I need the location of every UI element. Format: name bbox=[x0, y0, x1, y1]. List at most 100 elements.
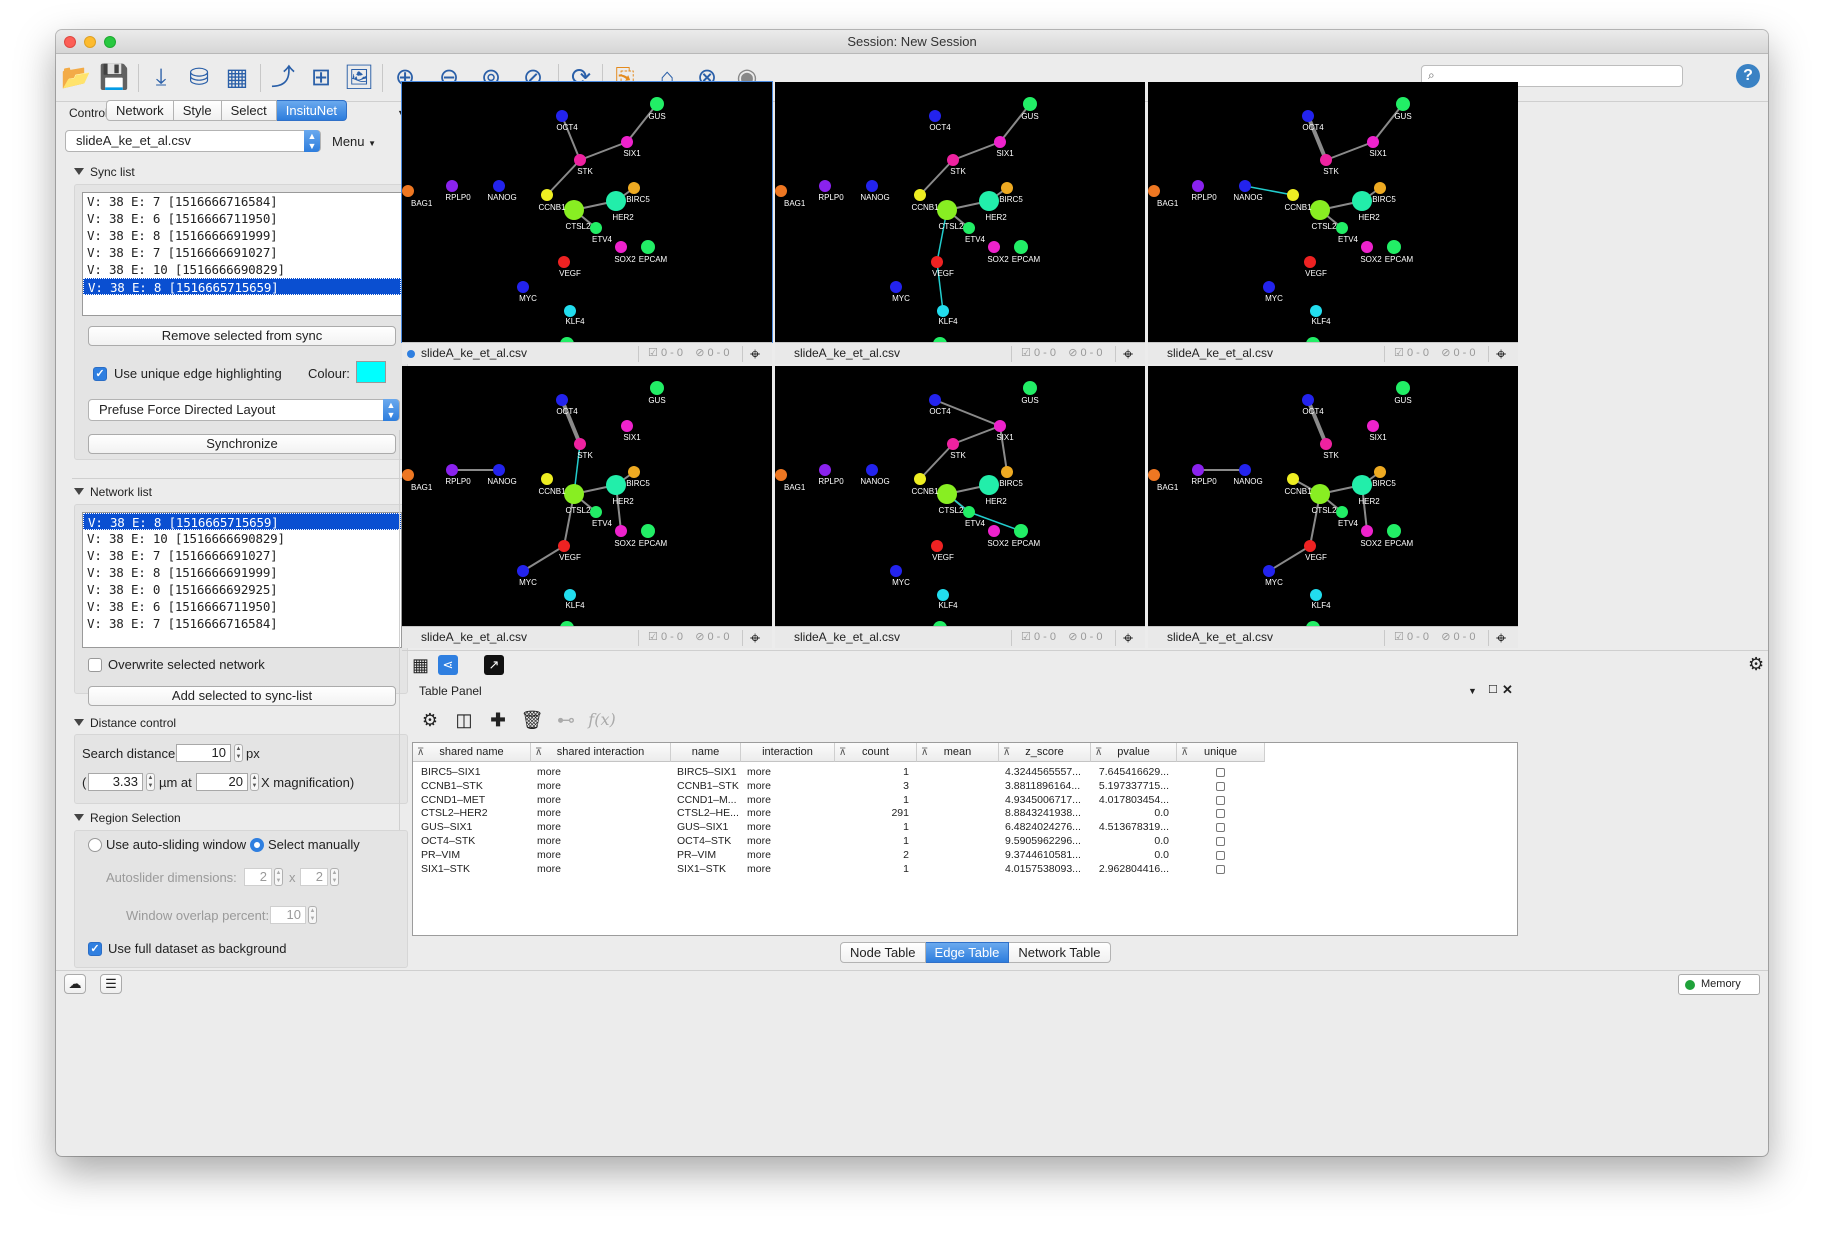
tab-select[interactable]: Select bbox=[221, 100, 277, 121]
network-node[interactable] bbox=[1374, 182, 1386, 194]
network-graph[interactable]: GUS OCT4 SIX1 STK BAG1 RPLP0 NANOG CCNB1 BIRC5 HE… bbox=[1148, 366, 1518, 626]
network-view-title[interactable]: slideA_ke_et_al.csv bbox=[794, 630, 901, 644]
network-node[interactable] bbox=[1304, 540, 1316, 552]
column-header-shared-name[interactable]: ⊼ shared name bbox=[413, 743, 531, 762]
network-edge[interactable] bbox=[1306, 399, 1328, 445]
sync-list-item[interactable]: V: 38 E: 8 [1516665715659] bbox=[83, 278, 401, 295]
column-header-pvalue[interactable]: ⊼ pvalue bbox=[1091, 743, 1177, 762]
sync-list-item[interactable]: V: 38 E: 7 [1516666691027] bbox=[87, 245, 278, 260]
network-node[interactable] bbox=[1263, 565, 1275, 577]
network-node[interactable] bbox=[1001, 182, 1013, 194]
network-node[interactable] bbox=[931, 256, 943, 268]
network-node[interactable] bbox=[641, 524, 655, 538]
export-image-icon[interactable]: 🖼 bbox=[343, 64, 375, 91]
network-node[interactable] bbox=[1320, 154, 1332, 166]
network-view-canvas[interactable]: GUS OCT4 SIX1 STK BAG1 RPLP0 NANOG CCNB1 BIRC5 HE… bbox=[402, 366, 772, 626]
table-cell[interactable]: more bbox=[747, 821, 771, 834]
table-cell[interactable]: 3 bbox=[903, 779, 909, 792]
column-header-name[interactable]: name bbox=[671, 743, 741, 762]
network-edge[interactable] bbox=[952, 425, 1001, 445]
network-edge[interactable] bbox=[919, 159, 954, 196]
network-node[interactable] bbox=[947, 154, 959, 166]
network-node[interactable] bbox=[615, 241, 627, 253]
table-cell[interactable]: CTSL2–HE... bbox=[677, 807, 739, 820]
network-node[interactable] bbox=[1287, 189, 1299, 201]
network-node[interactable] bbox=[446, 180, 458, 192]
table-cell[interactable]: more bbox=[747, 793, 771, 806]
network-node[interactable] bbox=[493, 180, 505, 192]
network-node[interactable] bbox=[994, 136, 1006, 148]
table-cell[interactable]: more bbox=[747, 807, 771, 820]
network-node[interactable] bbox=[775, 185, 787, 197]
network-edge[interactable] bbox=[1268, 545, 1311, 572]
network-node[interactable] bbox=[1336, 222, 1348, 234]
network-view-canvas[interactable]: GUS OCT4 SIX1 STK BAG1 RPLP0 NANOG CCNB1 BIRC5 HE… bbox=[775, 366, 1145, 626]
table-cell[interactable]: more bbox=[537, 807, 561, 820]
unique-checkbox[interactable] bbox=[1216, 795, 1225, 805]
network-node[interactable] bbox=[556, 110, 568, 122]
table-cell[interactable]: 4.513678319... bbox=[1098, 821, 1169, 834]
network-list-item[interactable]: V: 38 E: 8 [1516666691999] bbox=[87, 565, 278, 580]
table-cell[interactable]: more bbox=[537, 848, 561, 861]
magnification-field[interactable]: 20 bbox=[196, 773, 248, 791]
table-cell[interactable]: more bbox=[537, 779, 561, 792]
network-node[interactable] bbox=[564, 589, 576, 601]
network-node[interactable] bbox=[402, 185, 414, 197]
autoslider-height-stepper[interactable]: ▲ ▼ bbox=[330, 868, 339, 886]
file-select[interactable]: slideA_ke_et_al.csv ▲ ▼ bbox=[65, 130, 321, 152]
network-node[interactable] bbox=[446, 464, 458, 476]
unique-checkbox[interactable] bbox=[1216, 837, 1225, 846]
table-cell[interactable]: 1 bbox=[903, 793, 909, 806]
network-graph[interactable]: GUS OCT4 SIX1 STK BAG1 RPLP0 NANOG CCNB1 BIRC5 HE… bbox=[402, 366, 772, 626]
network-node[interactable] bbox=[564, 305, 576, 317]
panel-menu-icon[interactable]: ▼ bbox=[1468, 686, 1477, 696]
network-node[interactable] bbox=[963, 222, 975, 234]
network-node[interactable] bbox=[541, 473, 553, 485]
cloud-icon[interactable]: ☁ bbox=[64, 974, 86, 994]
function-builder-icon[interactable]: f(x) bbox=[588, 710, 616, 729]
network-view-title[interactable]: slideA_ke_et_al.csv bbox=[1167, 346, 1274, 360]
network-node[interactable] bbox=[1367, 136, 1379, 148]
table-cell[interactable] bbox=[917, 765, 991, 779]
menu-button[interactable]: Menu ▼ bbox=[332, 134, 377, 149]
table-cell[interactable]: 2 bbox=[903, 848, 909, 861]
network-edge[interactable] bbox=[919, 443, 954, 480]
network-view-title[interactable]: slideA_ke_et_al.csv bbox=[1167, 630, 1274, 644]
table-cell[interactable]: BIRC5–SIX1 bbox=[421, 766, 481, 778]
network-list-item[interactable]: V: 38 E: 7 [1516666691027] bbox=[87, 548, 278, 563]
grid-mode-icon[interactable]: ▦ bbox=[412, 655, 430, 675]
network-node[interactable] bbox=[1374, 466, 1386, 478]
network-node[interactable] bbox=[1239, 180, 1251, 192]
table-cell[interactable]: 2.962804416... bbox=[1098, 862, 1169, 875]
network-node[interactable] bbox=[1014, 524, 1028, 538]
network-list-item[interactable]: V: 38 E: 10 [1516666690829] bbox=[87, 531, 285, 546]
table-cell[interactable]: 4.0157538093... bbox=[1005, 862, 1081, 875]
tab-style[interactable]: Style bbox=[173, 100, 222, 121]
network-node[interactable] bbox=[1320, 438, 1332, 450]
table-cell[interactable]: 4.3244565557... bbox=[1005, 766, 1081, 778]
column-header-z-score[interactable]: ⊼ z_score bbox=[999, 743, 1091, 762]
network-node[interactable] bbox=[650, 97, 664, 111]
network-node[interactable] bbox=[1310, 484, 1330, 504]
table-cell[interactable]: 9.5905962296... bbox=[1005, 835, 1081, 847]
network-view-title[interactable]: slideA_ke_et_al.csv bbox=[421, 630, 528, 644]
table-cell[interactable]: CCNB1–STK bbox=[421, 779, 483, 792]
sync-list[interactable]: V: 38 E: 7 [1516666716584] V: 38 E: 6 [15… bbox=[82, 192, 402, 316]
network-edge[interactable] bbox=[952, 141, 1001, 161]
view-target-icon[interactable]: ⌖ bbox=[1123, 628, 1134, 648]
table-cell[interactable]: more bbox=[747, 862, 771, 875]
synchronize-button[interactable]: Synchronize bbox=[88, 434, 396, 454]
network-list-section-toggle[interactable]: Network list bbox=[74, 484, 152, 500]
select-manually-radio[interactable] bbox=[250, 838, 264, 852]
network-edge[interactable] bbox=[1306, 115, 1328, 161]
unique-checkbox[interactable] bbox=[1216, 809, 1225, 819]
magnification-stepper[interactable]: ▲ ▼ bbox=[250, 773, 259, 791]
network-node[interactable] bbox=[914, 473, 926, 485]
network-node[interactable] bbox=[931, 540, 943, 552]
delete-column-icon[interactable]: 🗑 bbox=[520, 710, 544, 730]
network-node[interactable] bbox=[402, 469, 414, 481]
table-cell[interactable]: more bbox=[537, 766, 561, 778]
network-node[interactable] bbox=[1014, 240, 1028, 254]
network-node[interactable] bbox=[994, 420, 1006, 432]
table-cell[interactable]: 1 bbox=[903, 766, 909, 778]
